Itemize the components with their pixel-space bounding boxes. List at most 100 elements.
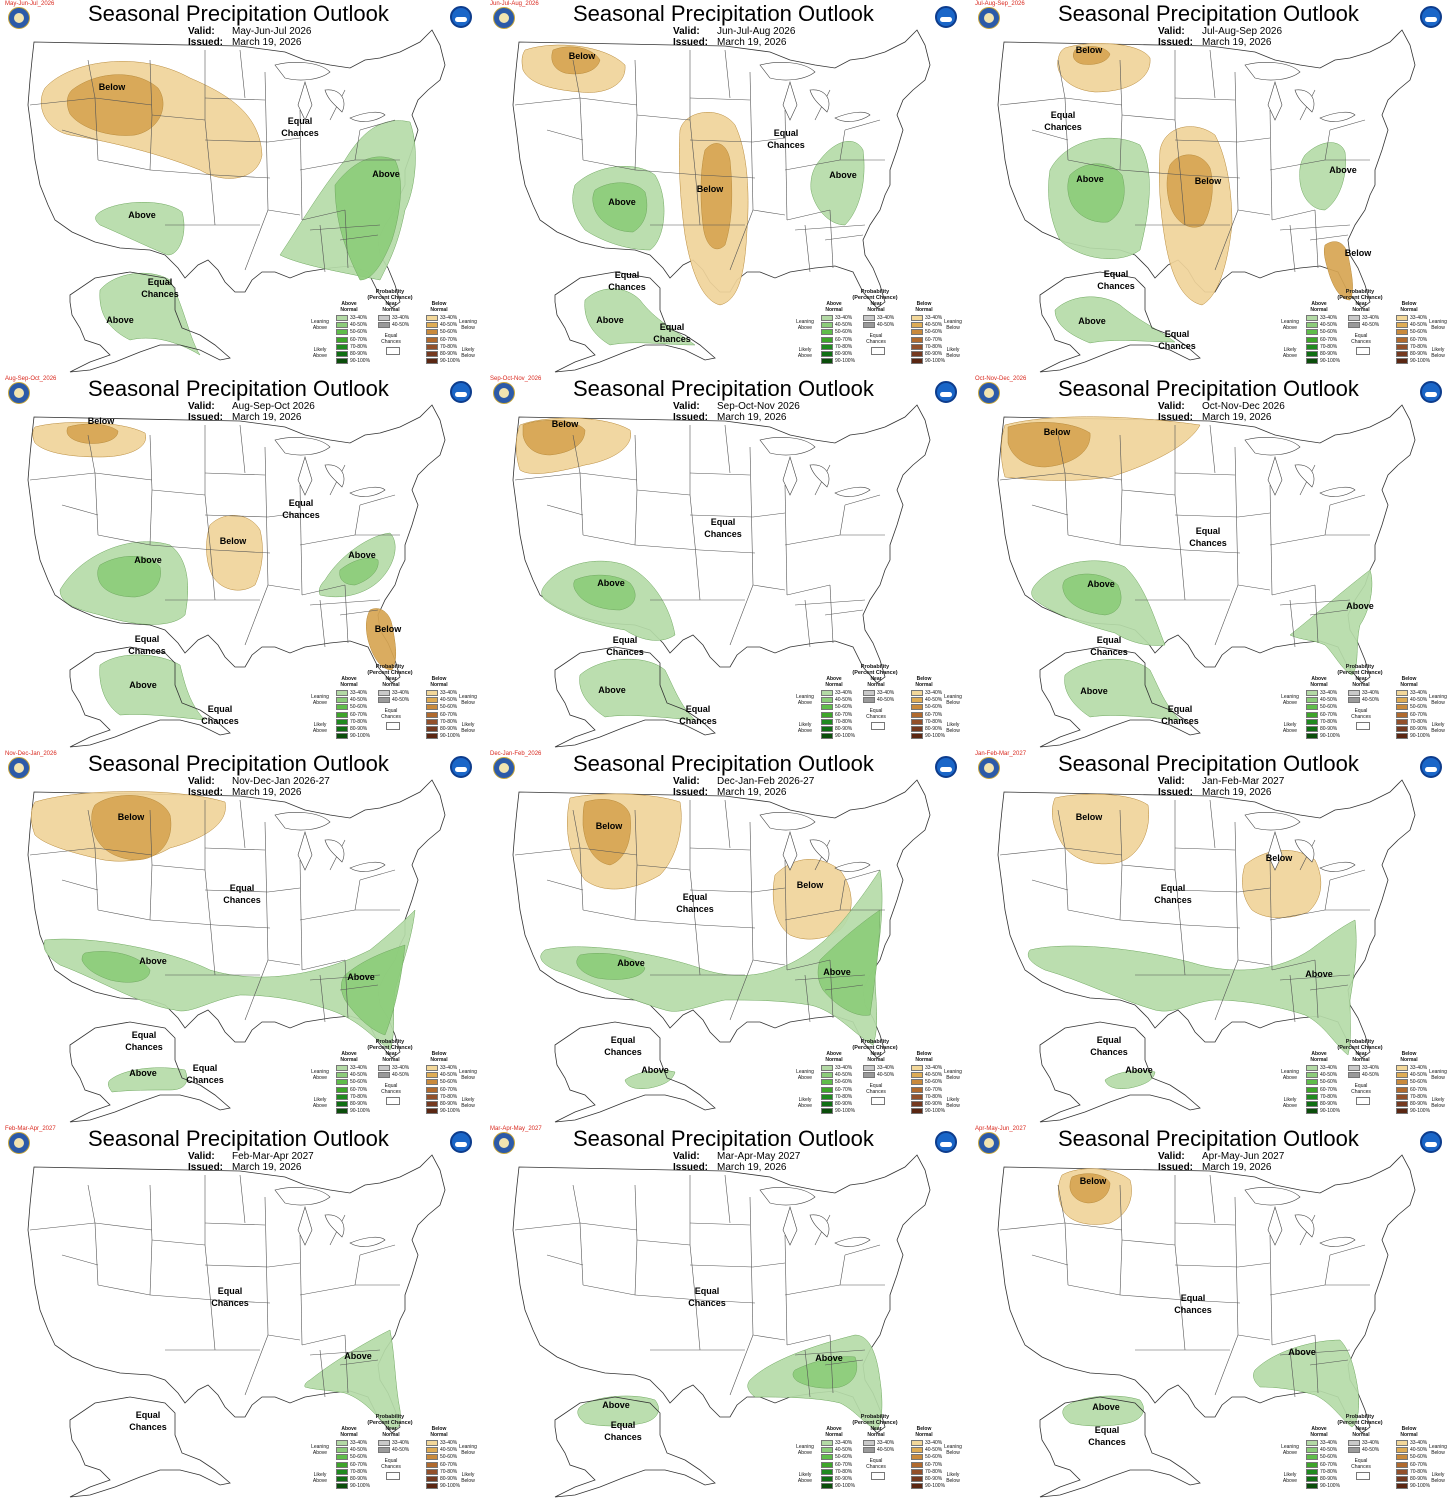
legend-near-column: 33-40% 40-50% bbox=[1348, 1064, 1379, 1079]
legend-title: Probability (Percent Chance) bbox=[852, 1039, 898, 1051]
period-tag: Aug-Sep-Oct_2026 bbox=[5, 376, 57, 382]
legend-bin-label: 33-40% bbox=[877, 1064, 895, 1071]
legend-swatch bbox=[1396, 1093, 1408, 1100]
state-boundary bbox=[1237, 1262, 1271, 1268]
region-label: Equal Chances bbox=[767, 128, 805, 150]
legend-bin-label: 90-100% bbox=[440, 733, 461, 740]
state-boundary bbox=[1064, 97, 1069, 161]
below-normal-region bbox=[366, 608, 396, 671]
legend-bin-label: 33-40% bbox=[440, 1439, 458, 1446]
legend-bin-label: 60-70% bbox=[1320, 336, 1338, 343]
legend-bin: 90-100% bbox=[911, 1108, 945, 1115]
legend-bin-label: 40-50% bbox=[925, 1071, 943, 1078]
legend-bin: 40-50% bbox=[426, 1071, 460, 1078]
legend-side-label: Leaning Above bbox=[311, 1444, 329, 1456]
legend-side-label: Likely Below bbox=[946, 1097, 960, 1109]
region-label: Equal Chances bbox=[125, 1030, 163, 1052]
legend-bin-label: 80-90% bbox=[440, 1476, 458, 1483]
legend-bin: 70-80% bbox=[426, 718, 460, 725]
legend-bin: 50-60% bbox=[1396, 1079, 1430, 1086]
outlook-panel: Dec-Jan-Feb_2026 Seasonal Precipitation O… bbox=[485, 750, 970, 1125]
legend-bin: 60-70% bbox=[1396, 336, 1430, 343]
alaska-outline bbox=[1039, 1396, 1201, 1498]
state-boundary bbox=[1119, 864, 1123, 921]
above-normal-region bbox=[81, 951, 151, 983]
state-boundary bbox=[572, 434, 581, 474]
below-normal-region bbox=[582, 799, 631, 866]
legend-above-column: 33-40% 40-50% 50-60% 60-70% 70-80% 80-90% 90-1… bbox=[821, 1064, 855, 1115]
issued-label: Issued: bbox=[673, 412, 709, 423]
legend-above-column: 33-40% 40-50% 50-60% 60-70% 70-80% 80-90% 90-1… bbox=[821, 1439, 855, 1490]
legend-equal-chances: Equal Chances bbox=[866, 1458, 886, 1470]
legend-swatch bbox=[911, 1454, 923, 1461]
region-label: Above bbox=[829, 170, 857, 180]
legend-bin-label: 80-90% bbox=[440, 726, 458, 733]
above-normal-region bbox=[592, 182, 648, 233]
legend-bin-label: 50-60% bbox=[1410, 329, 1428, 336]
noaa-logo-icon bbox=[935, 381, 957, 403]
period-tag: Jul-Aug-Sep_2026 bbox=[975, 1, 1025, 7]
state-boundary bbox=[214, 174, 271, 179]
region-label: Equal Chances bbox=[281, 116, 319, 138]
state-boundary bbox=[204, 119, 211, 171]
issued-date: Issued: March 19, 2026 bbox=[188, 412, 302, 423]
legend-swatch bbox=[821, 1468, 833, 1475]
legend-below-column: 33-40% 40-50% 50-60% 60-70% 70-80% 80-90% 90-1… bbox=[911, 1439, 945, 1490]
legend-bin-label: 60-70% bbox=[1320, 1461, 1338, 1468]
state-boundary bbox=[752, 512, 786, 518]
legend-swatch bbox=[1396, 1064, 1408, 1071]
state-boundary bbox=[1269, 859, 1273, 971]
outlook-title: Seasonal Precipitation Outlook bbox=[573, 1, 874, 26]
legend-column-header: Above Normal bbox=[1310, 301, 1328, 313]
us-map bbox=[512, 779, 931, 1123]
state-boundary bbox=[794, 974, 866, 981]
outlook-title: Seasonal Precipitation Outlook bbox=[1058, 751, 1359, 776]
legend-above-column: 33-40% 40-50% 50-60% 60-70% 70-80% 80-90% 90-1… bbox=[1306, 314, 1340, 365]
great-lakes bbox=[759, 62, 871, 122]
state-boundary bbox=[839, 879, 846, 911]
state-boundary bbox=[29, 97, 96, 106]
legend-bin: 40-50% bbox=[1348, 321, 1379, 328]
above-normal-region bbox=[95, 202, 185, 256]
state-boundary bbox=[354, 504, 361, 536]
legend-bin-label: 70-80% bbox=[1320, 1468, 1338, 1475]
legend-bin: 90-100% bbox=[1306, 1108, 1340, 1115]
legend-swatch bbox=[336, 689, 348, 696]
legend-equal-swatch bbox=[386, 347, 400, 355]
state-boundary bbox=[1329, 869, 1366, 881]
legend-swatch bbox=[821, 1079, 833, 1086]
legend-swatch bbox=[1396, 1108, 1408, 1115]
probability-legend: Probability (Percent Chance) Above Normal… bbox=[1278, 1414, 1448, 1494]
legend-bin: 60-70% bbox=[1396, 1086, 1430, 1093]
state-boundary bbox=[752, 209, 786, 216]
legend-swatch bbox=[1306, 1476, 1318, 1483]
legend-swatch bbox=[911, 321, 923, 328]
legend-swatch bbox=[911, 718, 923, 725]
issued-date: Issued: March 19, 2026 bbox=[673, 787, 787, 798]
region-label: Above bbox=[823, 967, 851, 977]
legend-bin-label: 70-80% bbox=[440, 718, 458, 725]
below-normal-region bbox=[1052, 793, 1150, 865]
legend-column-header: Below Normal bbox=[1400, 676, 1418, 688]
state-boundary bbox=[634, 544, 701, 551]
state-boundary bbox=[1271, 1334, 1316, 1346]
legend-bin-label: 40-50% bbox=[835, 1071, 853, 1078]
state-boundary bbox=[634, 864, 638, 921]
below-normal-region bbox=[66, 423, 119, 444]
state-boundary bbox=[1057, 434, 1066, 474]
legend-bin-label: 33-40% bbox=[835, 1439, 853, 1446]
state-boundary bbox=[784, 859, 788, 971]
legend-side-label: Leaning Below bbox=[944, 694, 962, 706]
us-map bbox=[27, 404, 446, 748]
legend-swatch bbox=[426, 1086, 438, 1093]
region-label: Below bbox=[87, 416, 115, 426]
legend-swatch bbox=[1348, 1064, 1360, 1071]
region-label: Below bbox=[1079, 1176, 1107, 1186]
legend-swatch bbox=[1306, 1064, 1318, 1071]
state-boundary bbox=[636, 489, 691, 496]
probability-legend: Probability (Percent Chance) Above Normal… bbox=[1278, 1039, 1448, 1119]
above-normal-region bbox=[97, 556, 161, 598]
region-label: Below bbox=[374, 624, 402, 634]
legend-bin-label: 40-50% bbox=[1320, 696, 1338, 703]
legend-bin-label: 50-60% bbox=[925, 1454, 943, 1461]
